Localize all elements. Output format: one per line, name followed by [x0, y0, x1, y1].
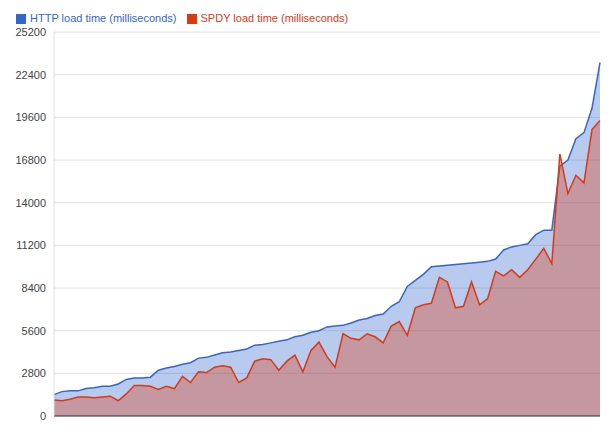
html-text:SPDY load time (milliseconds): SPDY load time (milliseconds) [200, 12, 349, 24]
svg-text:25200: 25200 [15, 26, 46, 38]
svg-text:8400: 8400 [22, 282, 46, 294]
html-text:HTTP load time (milliseconds): HTTP load time (milliseconds) [30, 12, 177, 24]
svg-text:16800: 16800 [15, 154, 46, 166]
svg-text:19600: 19600 [15, 111, 46, 123]
svg-text:22400: 22400 [15, 69, 46, 81]
svg-text:0: 0 [40, 410, 46, 422]
svg-text:14000: 14000 [15, 197, 46, 209]
svg-text:2800: 2800 [22, 367, 46, 379]
svg-text:5600: 5600 [22, 325, 46, 337]
svg-text:11200: 11200 [16, 239, 46, 251]
